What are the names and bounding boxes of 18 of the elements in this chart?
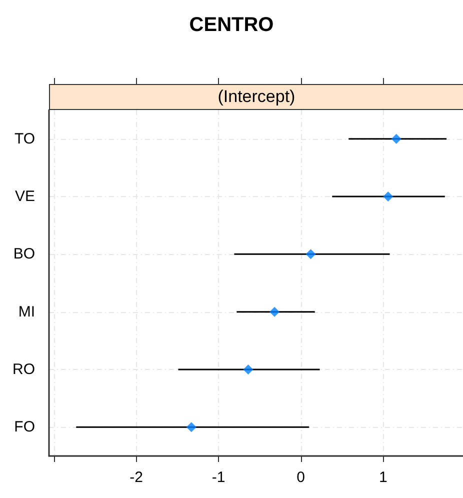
point xyxy=(391,134,402,144)
chart-subtitle: (Intercept) xyxy=(49,84,463,110)
y-tick-label: RO xyxy=(12,361,35,378)
x-tick-label: 1 xyxy=(378,469,388,486)
x-tick-label: 0 xyxy=(296,469,306,486)
y-tick-label: FO xyxy=(14,418,35,436)
y-tick-label: BO xyxy=(13,246,35,263)
point xyxy=(383,192,394,202)
point xyxy=(270,306,280,317)
point xyxy=(186,422,196,432)
y-tick-label: MI xyxy=(18,303,35,320)
x-tick-label: -1 xyxy=(212,469,226,486)
point xyxy=(243,364,254,374)
chart-title: CENTRO xyxy=(189,14,274,36)
y-tick-label: TO xyxy=(14,130,35,148)
point xyxy=(306,249,316,260)
y-tick-label: VE xyxy=(14,188,35,205)
x-tick-label: -2 xyxy=(130,469,143,486)
